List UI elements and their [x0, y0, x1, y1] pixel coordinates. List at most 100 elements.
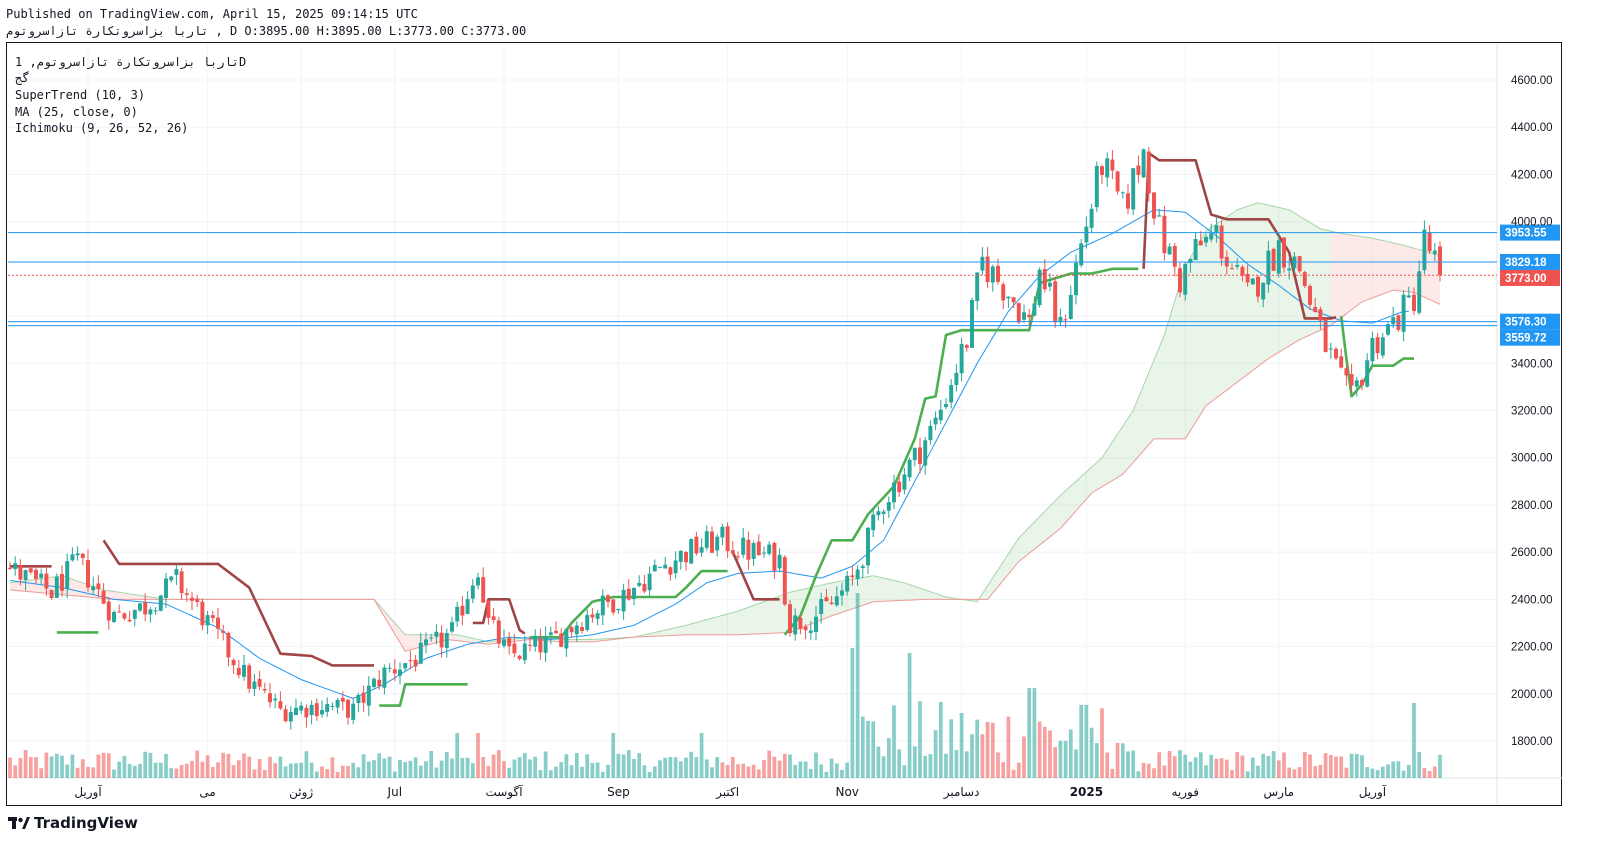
candle[interactable] — [507, 637, 512, 647]
candle[interactable] — [18, 565, 23, 580]
candle[interactable] — [351, 703, 356, 720]
candle[interactable] — [803, 626, 808, 631]
candle[interactable] — [600, 595, 605, 616]
candle[interactable] — [897, 481, 902, 493]
candle[interactable] — [1334, 348, 1338, 359]
candle[interactable] — [538, 638, 543, 653]
candle[interactable] — [1146, 151, 1151, 194]
candle[interactable] — [1016, 303, 1021, 323]
candle[interactable] — [1141, 149, 1146, 178]
candle[interactable] — [741, 537, 746, 555]
candle[interactable] — [434, 631, 439, 637]
candle[interactable] — [476, 577, 480, 586]
candle[interactable] — [543, 636, 548, 653]
candle[interactable] — [684, 552, 688, 563]
candle[interactable] — [403, 663, 408, 669]
candle[interactable] — [1401, 294, 1406, 332]
candle[interactable] — [1308, 286, 1312, 305]
candle[interactable] — [689, 539, 694, 564]
candle[interactable] — [1276, 240, 1281, 274]
candle[interactable] — [1084, 226, 1089, 243]
candle[interactable] — [1406, 295, 1411, 298]
candle[interactable] — [834, 596, 839, 606]
candle[interactable] — [502, 639, 506, 646]
candle[interactable] — [268, 693, 272, 703]
candle[interactable] — [75, 553, 80, 556]
candle[interactable] — [517, 655, 522, 659]
candle[interactable] — [455, 606, 460, 622]
candle[interactable] — [65, 561, 70, 590]
candle[interactable] — [465, 599, 470, 614]
legend-ma[interactable]: MA (25, close, 0) — [15, 105, 138, 119]
candle[interactable] — [772, 542, 777, 571]
candle[interactable] — [377, 679, 382, 687]
candle[interactable] — [1250, 278, 1255, 285]
candle[interactable] — [49, 589, 54, 598]
candle[interactable] — [288, 712, 293, 722]
candle[interactable] — [1079, 243, 1084, 266]
candle[interactable] — [330, 705, 335, 707]
candle[interactable] — [1339, 356, 1344, 368]
candle[interactable] — [153, 610, 158, 612]
candle[interactable] — [1120, 192, 1125, 194]
candle[interactable] — [912, 447, 917, 460]
candle[interactable] — [1110, 159, 1115, 171]
candle[interactable] — [1027, 314, 1032, 318]
candle[interactable] — [1100, 166, 1104, 175]
candle[interactable] — [236, 668, 241, 676]
candle[interactable] — [1261, 282, 1266, 300]
candle[interactable] — [1162, 215, 1167, 254]
candle[interactable] — [1313, 306, 1318, 313]
candle[interactable] — [1152, 192, 1156, 219]
candle[interactable] — [949, 385, 954, 403]
candle[interactable] — [257, 678, 262, 687]
candle[interactable] — [1432, 250, 1437, 255]
candle[interactable] — [990, 266, 995, 283]
candle[interactable] — [1178, 268, 1182, 293]
candle[interactable] — [699, 547, 704, 553]
candle[interactable] — [1105, 158, 1110, 178]
candle[interactable] — [933, 417, 938, 425]
candle[interactable] — [221, 631, 226, 633]
candle[interactable] — [424, 639, 428, 645]
candle[interactable] — [1328, 348, 1333, 350]
candle[interactable] — [642, 583, 647, 592]
supertrend-segment[interactable] — [783, 267, 1139, 636]
candle[interactable] — [637, 582, 642, 586]
candle[interactable] — [132, 609, 137, 619]
candle[interactable] — [1157, 215, 1162, 217]
candle[interactable] — [242, 664, 246, 677]
candle[interactable] — [1438, 246, 1442, 276]
candle[interactable] — [1126, 193, 1130, 209]
candle[interactable] — [1412, 294, 1416, 311]
candle[interactable] — [1048, 282, 1052, 287]
candle[interactable] — [730, 550, 735, 554]
candle[interactable] — [970, 300, 974, 348]
candle[interactable] — [470, 585, 475, 599]
candle[interactable] — [164, 578, 168, 598]
candle[interactable] — [658, 566, 662, 568]
candle[interactable] — [1266, 250, 1271, 285]
candle[interactable] — [273, 698, 278, 701]
candle[interactable] — [860, 566, 865, 568]
candle[interactable] — [13, 563, 18, 570]
candle[interactable] — [886, 502, 891, 511]
candle[interactable] — [54, 576, 59, 598]
candle[interactable] — [1115, 171, 1120, 192]
candle[interactable] — [512, 643, 517, 654]
candle[interactable] — [481, 577, 486, 603]
candle[interactable] — [190, 597, 194, 601]
supertrend-segment[interactable] — [472, 598, 526, 635]
candle[interactable] — [148, 609, 153, 615]
candle[interactable] — [200, 601, 205, 626]
candle[interactable] — [975, 272, 980, 301]
candle[interactable] — [1053, 281, 1058, 323]
candle[interactable] — [1323, 319, 1328, 353]
candle[interactable] — [174, 569, 179, 575]
candle[interactable] — [819, 598, 824, 615]
candle[interactable] — [907, 459, 912, 478]
candle[interactable] — [210, 615, 215, 619]
candle[interactable] — [845, 575, 850, 592]
candle[interactable] — [1209, 233, 1214, 240]
candle[interactable] — [195, 598, 200, 603]
